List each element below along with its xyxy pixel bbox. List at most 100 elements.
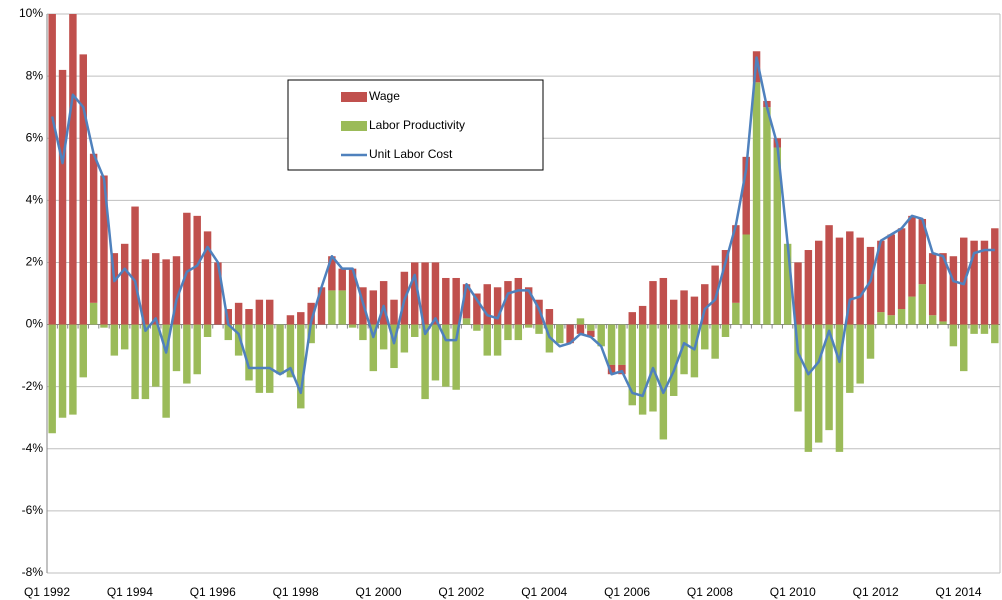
bar xyxy=(265,299,274,325)
bar xyxy=(172,324,181,372)
bar xyxy=(483,324,491,356)
bar xyxy=(566,324,574,344)
x-tick-label: Q1 2014 xyxy=(936,585,982,599)
bar xyxy=(897,309,906,325)
bar xyxy=(752,82,761,325)
bar xyxy=(224,309,233,325)
bar xyxy=(183,212,191,325)
bar xyxy=(763,107,771,325)
bar xyxy=(421,262,429,325)
bar xyxy=(597,324,605,347)
bar xyxy=(794,262,802,325)
bar xyxy=(866,246,875,325)
bar xyxy=(431,262,440,325)
bar xyxy=(846,324,854,393)
x-tick-label: Q1 1992 xyxy=(24,585,70,599)
bar xyxy=(576,318,585,325)
bar xyxy=(918,284,927,325)
bar xyxy=(825,225,833,325)
bar xyxy=(690,296,699,325)
bar xyxy=(265,324,274,393)
bar xyxy=(193,215,201,325)
bar xyxy=(48,14,56,325)
bar xyxy=(991,324,999,344)
bar xyxy=(918,218,927,285)
bar xyxy=(462,318,471,325)
bar xyxy=(79,54,87,325)
bar xyxy=(162,259,170,325)
y-tick-label: 8% xyxy=(26,68,44,82)
bar xyxy=(379,281,388,325)
bar xyxy=(897,228,906,310)
bar xyxy=(587,330,595,337)
bar xyxy=(338,268,346,291)
bar xyxy=(234,324,243,356)
bar xyxy=(411,324,419,337)
bar xyxy=(431,324,440,381)
bar xyxy=(991,228,999,325)
bar xyxy=(473,293,481,325)
bar xyxy=(524,287,533,325)
bar xyxy=(297,312,305,325)
bar xyxy=(783,243,792,325)
bar xyxy=(856,324,864,384)
bar xyxy=(152,324,160,387)
bar xyxy=(162,324,170,418)
bar xyxy=(742,234,750,325)
bar xyxy=(224,324,233,341)
x-tick-label: Q1 2010 xyxy=(770,585,816,599)
x-tick-label: Q1 2000 xyxy=(355,585,401,599)
bar xyxy=(618,324,626,365)
y-tick-label: 6% xyxy=(26,130,44,144)
bar xyxy=(442,277,450,325)
bar xyxy=(618,364,626,375)
bar xyxy=(659,277,668,325)
bar xyxy=(120,243,129,325)
y-tick-label: 10% xyxy=(19,6,43,20)
bar xyxy=(814,324,823,443)
bar xyxy=(866,324,875,359)
legend: Wage Labor Productivity Unit Labor Cost xyxy=(287,79,544,171)
bar xyxy=(152,253,160,325)
bar xyxy=(825,324,833,431)
bar xyxy=(255,299,264,325)
bar xyxy=(576,324,585,334)
bar xyxy=(949,324,958,347)
bar xyxy=(89,302,98,325)
bar xyxy=(100,324,108,328)
bar xyxy=(721,324,730,337)
bar xyxy=(442,324,450,387)
bar xyxy=(58,324,67,418)
bar xyxy=(545,309,554,325)
y-tick-label: 4% xyxy=(26,193,44,207)
bar xyxy=(607,324,616,365)
bar xyxy=(939,253,947,322)
bar xyxy=(411,262,419,325)
bar xyxy=(804,250,813,325)
bar xyxy=(69,324,77,415)
bar xyxy=(835,237,844,325)
legend-swatch xyxy=(341,92,367,102)
legend-box xyxy=(287,79,544,171)
bar xyxy=(400,324,409,353)
bar xyxy=(846,231,854,325)
bar xyxy=(835,324,844,452)
line xyxy=(50,56,995,398)
y-tick-label: -2% xyxy=(22,379,44,393)
bar xyxy=(493,324,502,356)
x-tick-label: Q1 2004 xyxy=(521,585,567,599)
bar xyxy=(524,324,533,328)
bar xyxy=(100,175,108,325)
bar xyxy=(483,284,491,325)
bar xyxy=(110,253,119,325)
bar xyxy=(286,315,295,325)
bar xyxy=(172,256,181,325)
bar xyxy=(110,324,119,356)
bar xyxy=(359,324,367,341)
bar xyxy=(669,299,678,325)
bar xyxy=(276,324,284,375)
bar xyxy=(680,290,688,325)
bar xyxy=(245,309,253,325)
bar xyxy=(587,324,595,331)
bar xyxy=(877,312,885,325)
